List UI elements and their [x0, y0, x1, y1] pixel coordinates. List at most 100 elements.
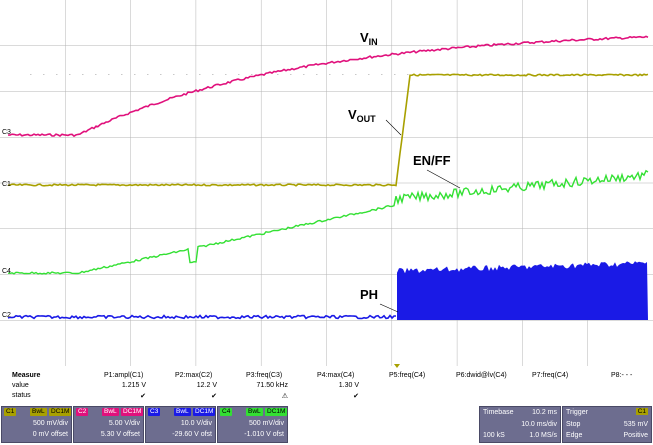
measure-value-row: value 1.215 V 12.2 V 71.50 kHz 1.30 V — [0, 382, 653, 392]
trigger-label: Trigger — [566, 409, 588, 416]
measure-value-p3: 71.50 kHz — [256, 382, 288, 389]
scope-grid — [0, 0, 653, 366]
coupling-tag: DC1M — [193, 408, 216, 416]
check-icon: ✔ — [211, 393, 217, 400]
vdiv-value: 500 mV/div — [32, 420, 68, 427]
offset-value: -1.010 V ofst — [244, 431, 284, 438]
scope-display[interactable]: C3 C1 C4 C2 VIN VOUT EN/FF PH — [0, 0, 653, 368]
measure-param-p3[interactable]: P3:freq(C3) — [246, 372, 283, 379]
offset-value: 5.30 V offset — [100, 431, 140, 438]
measure-param-p2[interactable]: P2:max(C2) — [175, 372, 213, 379]
ph-switching-region — [397, 261, 648, 320]
grid-dot — [303, 74, 305, 75]
offset-value: 0 mV offset — [32, 431, 68, 438]
grid-dot — [69, 74, 71, 75]
measure-param-p7[interactable]: P7:freq(C4) — [532, 372, 569, 379]
channel-marker-c1: C1 — [2, 181, 11, 188]
grid-dot — [329, 74, 331, 75]
vout-label: VOUT — [348, 107, 376, 124]
grid-dot — [407, 74, 409, 75]
grid-dot — [511, 74, 513, 75]
measure-value-p1: 1.215 V — [121, 382, 146, 389]
grid-dot — [147, 74, 149, 75]
coupling-tag: DC1M — [265, 408, 288, 416]
channel-tag: C2 — [76, 408, 89, 416]
enff-pointer — [426, 169, 461, 189]
channel-marker-c2: C2 — [2, 312, 11, 319]
trigger-position-marker — [394, 364, 400, 368]
grid-dot — [108, 74, 110, 75]
trigger-box[interactable]: Trigger C1 Stop 535 mV Edge Positive — [562, 406, 652, 443]
grid-dot — [121, 74, 123, 75]
grid-dot — [43, 74, 45, 75]
vdiv-value: 500 mV/div — [248, 420, 284, 427]
grid-dot — [355, 74, 357, 75]
grid-dot — [134, 74, 136, 75]
vdiv-value: 5.00 V/div — [108, 420, 140, 427]
grid-dot — [173, 74, 175, 75]
grid-dot — [56, 74, 58, 75]
vdiv-value: 10.0 V/div — [180, 420, 212, 427]
grid-dot — [342, 74, 344, 75]
trigger-channel: C1 — [635, 408, 648, 415]
grid-dot — [225, 74, 227, 75]
channel-box-c3[interactable]: C3 BwL DC1M 10.0 V/div -29.60 V ofst — [145, 406, 216, 443]
bandwidth-tag: BwL — [102, 408, 119, 416]
grid-dot — [381, 74, 383, 75]
measure-value-p2: 12.2 V — [196, 382, 217, 389]
trigger-slope: Positive — [623, 432, 648, 439]
bandwidth-tag: BwL — [30, 408, 47, 416]
grid-dot — [82, 74, 84, 75]
enff-trace — [7, 169, 649, 275]
ph-label: PH — [360, 287, 378, 302]
check-icon: ✔ — [140, 393, 146, 400]
status-row-label: status — [12, 392, 31, 399]
enff-label: EN/FF — [413, 153, 451, 168]
timebase-label: Timebase — [483, 409, 514, 416]
ph-pointer — [379, 303, 399, 313]
trigger-level: 535 mV — [623, 421, 648, 428]
channel-box-c1[interactable]: C1 BwL DC1M 500 mV/div 0 mV offset — [1, 406, 72, 443]
grid-dot — [238, 74, 240, 75]
offset-value: -29.60 V ofst — [172, 431, 212, 438]
channel-box-c2[interactable]: C2 BwL DC1M 5.00 V/div 5.30 V offset — [73, 406, 144, 443]
channel-descriptor-bar: C1 BwL DC1M 500 mV/div 0 mV offset C2 Bw… — [0, 406, 653, 445]
sample-rate: 1.0 MS/s — [529, 432, 557, 439]
measure-param-p8[interactable]: P8:- - - — [611, 372, 633, 379]
grid-dot — [368, 74, 370, 75]
grid-dot — [563, 74, 565, 75]
measure-param-p5[interactable]: P5:freq(C4) — [389, 372, 426, 379]
timebase-value: 10.2 ms — [532, 409, 557, 416]
grid-dot — [251, 74, 253, 75]
channel-tag: C1 — [4, 408, 17, 416]
value-row-label: value — [12, 382, 29, 389]
bandwidth-tag: BwL — [174, 408, 191, 416]
coupling-tag: DC1M — [49, 408, 72, 416]
measure-param-p4[interactable]: P4:max(C4) — [317, 372, 355, 379]
grid-dot — [186, 74, 188, 75]
measure-header: Measure — [12, 372, 41, 379]
timebase-box[interactable]: Timebase 10.2 ms 10.0 ms/div 100 kS 1.0 … — [479, 406, 561, 443]
measure-param-p1[interactable]: P1:ampl(C1) — [104, 372, 144, 379]
timebase-div: 10.0 ms/div — [521, 421, 557, 428]
grid-dot — [95, 74, 97, 75]
channel-marker-c4: C4 — [2, 268, 11, 275]
warning-icon: ⚠ — [281, 393, 288, 400]
trigger-mode: Stop — [566, 421, 581, 428]
channel-marker-c3: C3 — [2, 129, 11, 136]
vout-pointer — [385, 119, 402, 136]
grid-dot — [199, 74, 201, 75]
measure-table: Measure P1:ampl(C1) P2:max(C2) P3:freq(C… — [0, 372, 653, 406]
grid-dot — [316, 74, 318, 75]
vout-trace — [7, 73, 649, 187]
channel-box-c4[interactable]: C4 BwL DC1M 500 mV/div -1.010 V ofst — [217, 406, 288, 443]
waveform-traces — [7, 35, 649, 320]
channel-tag: C3 — [148, 408, 161, 416]
measure-value-p4: 1.30 V — [338, 382, 359, 389]
measure-param-p6[interactable]: P6:dwid@lv(C4) — [456, 372, 507, 379]
trigger-type: Edge — [566, 432, 583, 439]
measure-header-row: Measure P1:ampl(C1) P2:max(C2) P3:freq(C… — [0, 372, 653, 382]
grid-dot — [30, 74, 32, 75]
measure-status-row: status ✔ ✔ ⚠ ✔ — [0, 392, 653, 402]
vin-trace — [7, 35, 649, 138]
